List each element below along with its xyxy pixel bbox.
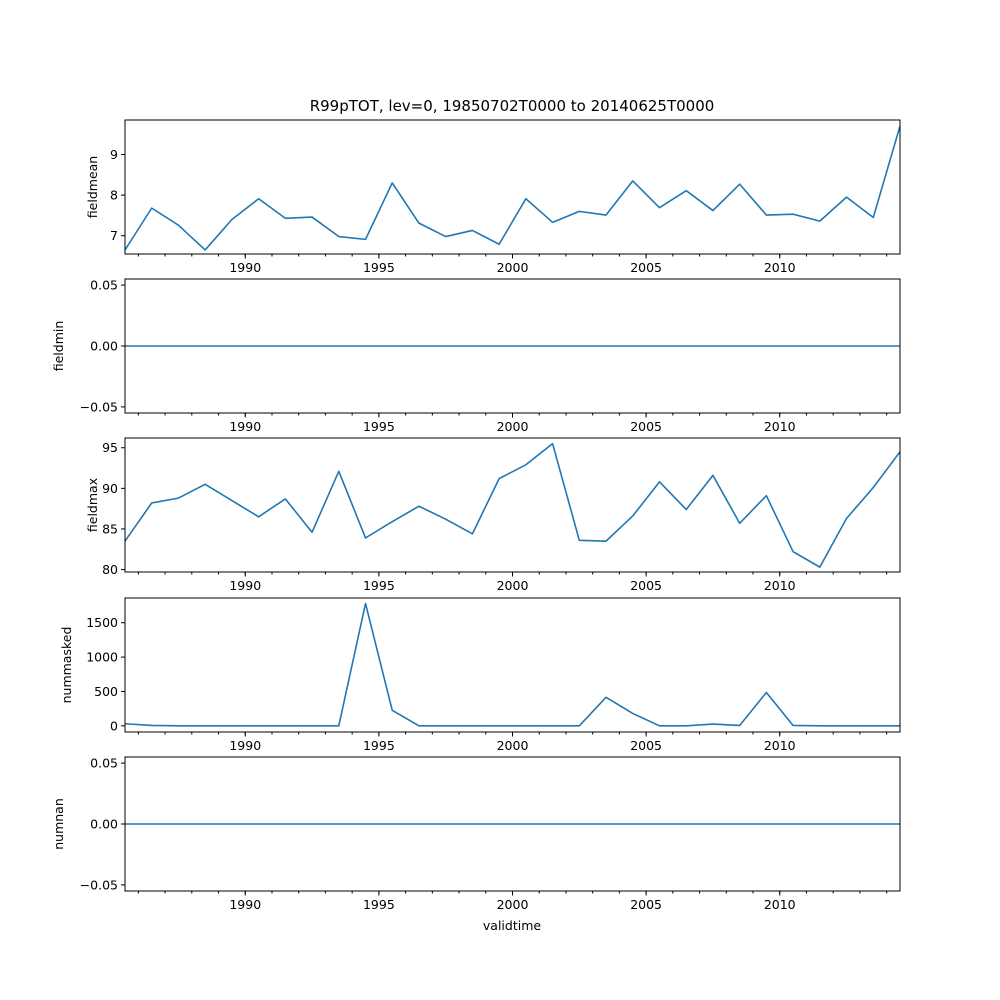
x-tick-label: 1990 bbox=[229, 260, 261, 275]
x-tick-label: 1990 bbox=[229, 897, 261, 912]
x-tick-label: 1995 bbox=[363, 738, 395, 753]
series-line-fieldmax bbox=[125, 442, 900, 568]
y-tick-label: 8 bbox=[110, 188, 118, 203]
y-tick-label: 95 bbox=[102, 440, 118, 455]
panel-fieldmax: 80 85 90 95 1990 1995 2000 2005 2010 fieldmax bbox=[85, 437, 901, 593]
y-tick-label: −0.05 bbox=[80, 399, 118, 414]
y-tick-label: 1500 bbox=[86, 615, 118, 630]
y-tick-label: 85 bbox=[102, 521, 118, 536]
y-axis-label: numnan bbox=[51, 798, 66, 850]
x-tick-label: 2010 bbox=[764, 578, 796, 593]
y-tick-label: 0.00 bbox=[90, 339, 118, 354]
panel-fieldmean: 7 8 9 1990 1995 2000 2005 2010 fieldmean bbox=[85, 119, 901, 275]
x-axis-label: validtime bbox=[483, 918, 541, 933]
x-tick-label: 1995 bbox=[363, 419, 395, 434]
x-tick-label: 2010 bbox=[764, 738, 796, 753]
y-axis-label: fieldmean bbox=[85, 156, 100, 218]
x-tick-label: 2010 bbox=[764, 419, 796, 434]
chart-title: R99pTOT, lev=0, 19850702T0000 to 2014062… bbox=[310, 97, 715, 115]
x-tick-label: 2010 bbox=[764, 897, 796, 912]
axes-frame bbox=[124, 437, 901, 573]
y-tick-label: 90 bbox=[102, 481, 118, 496]
x-tick-label: 2010 bbox=[764, 260, 796, 275]
x-tick-label: 1990 bbox=[229, 578, 261, 593]
x-tick-label: 2005 bbox=[630, 260, 662, 275]
y-tick-label: 0 bbox=[110, 718, 118, 733]
x-tick-label: 2005 bbox=[630, 897, 662, 912]
y-tick-label: 0.00 bbox=[90, 817, 118, 832]
y-axis-label: fieldmax bbox=[85, 478, 100, 532]
x-tick-label: 1990 bbox=[229, 419, 261, 434]
x-tick-label: 2005 bbox=[630, 419, 662, 434]
x-tick-label: 2000 bbox=[497, 578, 529, 593]
y-tick-label: 9 bbox=[110, 147, 118, 162]
series-line-nummasked bbox=[125, 602, 900, 727]
x-tick-label: 2000 bbox=[497, 260, 529, 275]
x-tick-label: 2005 bbox=[630, 578, 662, 593]
y-tick-label: 0.05 bbox=[90, 756, 118, 771]
y-axis-label: fieldmin bbox=[51, 321, 66, 372]
axes-frame bbox=[124, 119, 901, 255]
panel-nummasked: 0 500 1000 1500 1990 1995 2000 2005 2010 nummaske… bbox=[59, 597, 901, 753]
panel-fieldmin: −0.05 0.00 0.05 1990 1995 2000 2005 2010 fieldmi… bbox=[51, 278, 901, 434]
axes-frame bbox=[124, 597, 901, 733]
x-tick-label: 2000 bbox=[497, 738, 529, 753]
x-tick-label: 1995 bbox=[363, 578, 395, 593]
x-tick-label: 2005 bbox=[630, 738, 662, 753]
x-tick-label: 1995 bbox=[363, 897, 395, 912]
panels-group: 7 8 9 1990 1995 2000 2005 2010 fieldmean −0.05 0.0… bbox=[51, 119, 901, 912]
y-tick-label: −0.05 bbox=[80, 877, 118, 892]
y-tick-label: 7 bbox=[110, 228, 118, 243]
y-axis-label: nummasked bbox=[59, 627, 74, 704]
panel-numnan: −0.05 0.00 0.05 1990 1995 2000 2005 2010 numnan bbox=[51, 756, 901, 912]
x-tick-label: 2000 bbox=[497, 897, 529, 912]
x-tick-label: 1995 bbox=[363, 260, 395, 275]
x-tick-label: 1990 bbox=[229, 738, 261, 753]
y-tick-label: 1000 bbox=[86, 650, 118, 665]
y-tick-label: 0.05 bbox=[90, 278, 118, 293]
y-tick-label: 500 bbox=[94, 684, 118, 699]
y-tick-label: 80 bbox=[102, 562, 118, 577]
series-line-fieldmean bbox=[125, 125, 900, 251]
x-tick-label: 2000 bbox=[497, 419, 529, 434]
